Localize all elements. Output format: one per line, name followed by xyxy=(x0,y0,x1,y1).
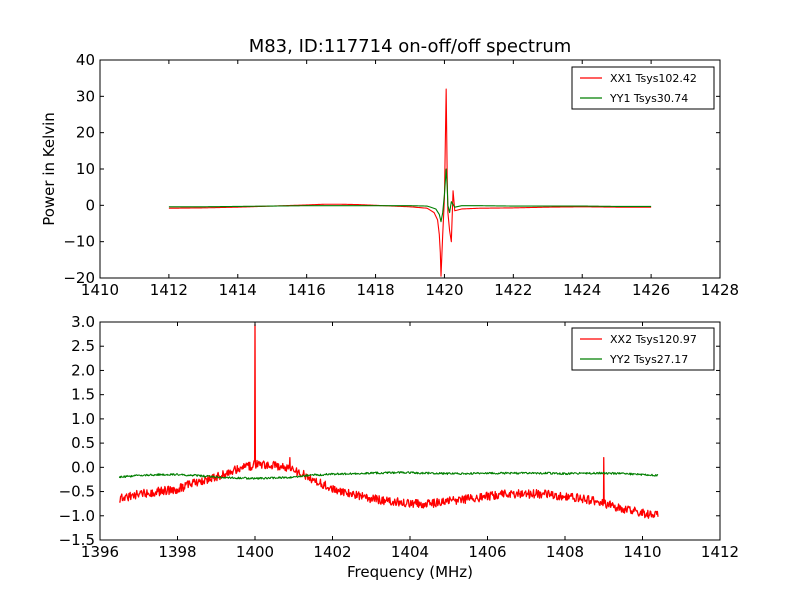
y-tick-label: −20 xyxy=(63,269,95,287)
series-group xyxy=(118,323,659,519)
x-tick-label: 1402 xyxy=(313,543,351,561)
x-tick-label: 1428 xyxy=(701,281,739,299)
x-tick-label: 1406 xyxy=(468,543,506,561)
series-line-yy2 xyxy=(118,471,659,480)
x-tick-label: 1422 xyxy=(494,281,532,299)
x-tick-label: 1412 xyxy=(150,281,188,299)
y-tick-label: 2.5 xyxy=(71,337,95,355)
top-panel: 1410 1412 1414 1416 1418 1420 1422 1424 1426 1428… xyxy=(40,36,739,299)
x-tick-label: 1410 xyxy=(623,543,661,561)
legend-box xyxy=(571,327,715,371)
x-tick-label: 1426 xyxy=(632,281,670,299)
legend-label: XX1 Tsys102.42 xyxy=(610,72,697,85)
y-tick-label: 1.5 xyxy=(71,386,95,404)
y-tick-label: 30 xyxy=(76,87,95,105)
y-tick-label: 3.0 xyxy=(71,313,95,331)
y-tick-label: 0.0 xyxy=(71,458,95,476)
x-tick-label: 1410 xyxy=(81,281,119,299)
y-axis-label: Power in Kelvin xyxy=(40,112,58,226)
legend: XX2 Tsys120.97 YY2 Tsys27.17 xyxy=(571,327,715,371)
legend-label: YY1 Tsys30.74 xyxy=(609,92,688,105)
y-tick-label: −0.5 xyxy=(59,483,95,501)
legend: XX1 Tsys102.42 YY1 Tsys30.74 xyxy=(571,66,715,110)
y-tick-label: 0.5 xyxy=(71,434,95,452)
bottom-panel: 1396 1398 1400 1402 1404 1406 1408 1410 1412 −1.5… xyxy=(59,313,740,581)
y-tick-label: 2.0 xyxy=(71,361,95,379)
x-axis-label: Frequency (MHz) xyxy=(347,563,473,581)
x-tick-label: 1418 xyxy=(356,281,394,299)
legend-label: XX2 Tsys120.97 xyxy=(610,333,697,346)
x-tick-label: 1400 xyxy=(236,543,274,561)
legend-label: YY2 Tsys27.17 xyxy=(609,353,688,366)
y-tick-label: −1.0 xyxy=(59,507,95,525)
y-tick-label: −10 xyxy=(63,233,95,251)
x-tick-label: 1420 xyxy=(425,281,463,299)
x-tick-label: 1412 xyxy=(701,543,739,561)
y-tick-label: 20 xyxy=(76,124,95,142)
x-tick-label: 1396 xyxy=(81,543,119,561)
y-tick-label: 10 xyxy=(76,160,95,178)
x-tick-label: 1416 xyxy=(288,281,326,299)
x-tick-label: 1408 xyxy=(546,543,584,561)
x-tick-label: 1398 xyxy=(158,543,196,561)
y-tick-label: 40 xyxy=(76,51,95,69)
legend-box xyxy=(571,66,715,110)
x-tick-label: 1404 xyxy=(391,543,429,561)
y-tick-label: 0 xyxy=(85,196,95,214)
x-tick-label: 1424 xyxy=(563,281,601,299)
series-line-xx1 xyxy=(168,88,652,277)
y-tick-label: 1.0 xyxy=(71,410,95,428)
series-line-yy1 xyxy=(168,168,652,223)
chart-title: M83, ID:117714 on-off/off spectrum xyxy=(249,36,572,57)
y-tick-label: −1.5 xyxy=(59,531,95,549)
series-group xyxy=(168,88,652,277)
x-tick-label: 1414 xyxy=(219,281,257,299)
